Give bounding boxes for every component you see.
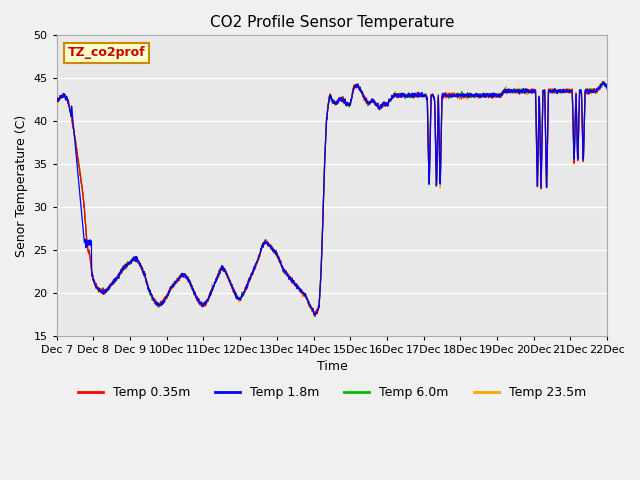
Temp 1.8m [599,79,607,85]
Temp 23.5m [81,212,88,217]
Temp 0.35m [321,159,328,165]
Temp 0.35m [306,301,314,307]
Temp 6.0m [53,95,61,101]
Temp 6.0m [588,87,595,93]
Temp 0.35m [588,86,595,92]
Temp 0.35m [486,92,494,97]
Temp 1.8m [604,86,611,92]
Temp 1.8m [306,302,314,308]
Temp 6.0m [588,88,595,94]
Temp 1.8m [321,159,328,165]
Title: CO2 Profile Sensor Temperature: CO2 Profile Sensor Temperature [210,15,454,30]
Temp 0.35m [81,213,88,219]
Temp 6.0m [486,92,494,98]
Text: TZ_co2prof: TZ_co2prof [68,47,145,60]
Legend: Temp 0.35m, Temp 1.8m, Temp 6.0m, Temp 23.5m: Temp 0.35m, Temp 1.8m, Temp 6.0m, Temp 2… [73,382,591,405]
Temp 6.0m [600,79,608,84]
Temp 0.35m [53,97,61,103]
Temp 23.5m [321,163,328,169]
Y-axis label: Senor Temperature (C): Senor Temperature (C) [15,114,28,257]
Temp 0.35m [588,88,595,94]
Line: Temp 23.5m: Temp 23.5m [57,81,607,316]
Temp 23.5m [598,78,606,84]
Temp 1.8m [310,312,318,318]
Line: Temp 6.0m: Temp 6.0m [57,82,607,317]
Temp 1.8m [53,97,61,103]
Temp 23.5m [53,95,61,100]
Temp 1.8m [486,93,494,99]
Temp 0.35m [311,312,319,318]
Temp 23.5m [306,304,314,310]
Temp 6.0m [321,160,328,166]
Line: Temp 1.8m: Temp 1.8m [57,82,607,315]
X-axis label: Time: Time [317,360,348,373]
Temp 23.5m [588,90,595,96]
Temp 1.8m [588,87,595,93]
Temp 6.0m [604,84,611,89]
Temp 23.5m [588,91,595,97]
Temp 0.35m [600,79,607,85]
Temp 23.5m [310,313,318,319]
Temp 1.8m [588,89,595,95]
Temp 1.8m [81,238,88,243]
Line: Temp 0.35m: Temp 0.35m [57,82,607,315]
Temp 6.0m [311,314,319,320]
Temp 0.35m [604,83,611,89]
Temp 6.0m [81,212,88,218]
Temp 23.5m [486,93,494,99]
Temp 23.5m [604,82,611,88]
Temp 6.0m [306,301,314,307]
